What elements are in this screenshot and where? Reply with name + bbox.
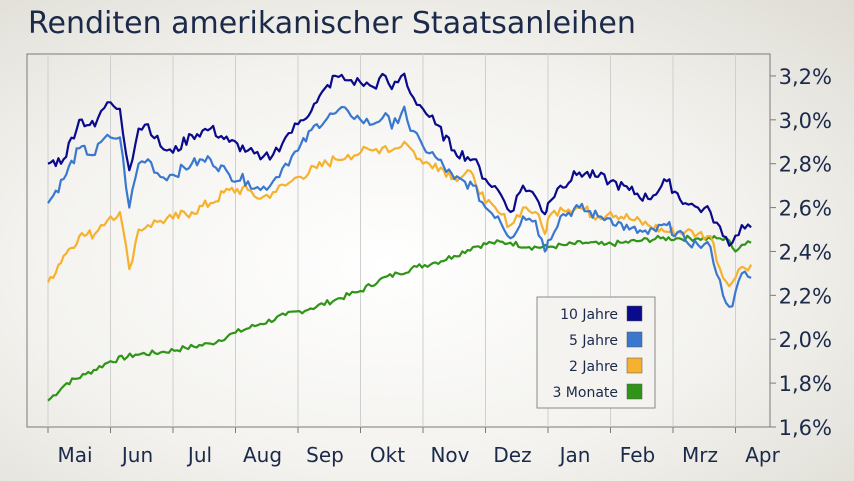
x-tick-label: Dez [493, 443, 531, 467]
x-tick-label: Apr [745, 443, 780, 467]
plot-area [26, 53, 771, 428]
legend: 10 Jahre 5 Jahre 2 Jahre 3 Monate [536, 296, 656, 409]
x-axis-labels: Mai Jun Jul Aug Sep Okt Nov Dez Jan Feb Mrz Apr [57, 443, 780, 467]
y-tick-label: 2,4% [779, 240, 832, 264]
x-tick-label: Sep [306, 443, 344, 467]
legend-label: 10 Jahre [560, 307, 618, 323]
y-tick-label: 2,6% [779, 197, 832, 221]
x-tick-label: Okt [370, 443, 405, 467]
x-tick-label: Aug [243, 443, 282, 467]
x-tick-label: Jan [558, 443, 591, 467]
y-tick-label: 2,2% [779, 284, 832, 308]
y-tick-label: 1,8% [779, 372, 832, 396]
x-tick-label: Jul [186, 443, 212, 467]
series-line-2 [47, 105, 752, 308]
series-lines [47, 72, 753, 402]
y-tick-label: 3,0% [779, 109, 832, 133]
x-tick-label: Mrz [682, 443, 718, 467]
series-line-1 [47, 72, 752, 247]
x-tick-label: Mai [57, 443, 92, 467]
series-line-4 [47, 234, 752, 402]
y-tick-label: 2,0% [779, 328, 832, 352]
y-axis-labels: 1,6% 1,8% 2,0% 2,2% 2,4% 2,6% 2,8% 3,0% 3,2% [779, 65, 832, 440]
legend-label: 5 Jahre [569, 333, 618, 349]
legend-label: 3 Monate [552, 385, 618, 401]
x-tick-label: Jun [120, 443, 153, 467]
legend-swatch [626, 383, 643, 400]
y-tick-label: 2,8% [779, 153, 832, 177]
x-tick-label: Feb [620, 443, 655, 467]
legend-swatch [626, 331, 643, 348]
series-line-3 [47, 140, 753, 288]
legend-swatch [626, 357, 643, 374]
chart-title: Renditen amerikanischer Staatsanleihen [28, 6, 636, 41]
legend-label: 2 Jahre [569, 359, 618, 375]
y-tick-label: 1,6% [779, 416, 832, 440]
y-tick-label: 3,2% [779, 65, 832, 89]
legend-swatch [626, 305, 643, 322]
y-axis-ticks [770, 75, 776, 428]
x-tick-label: Nov [430, 443, 469, 467]
